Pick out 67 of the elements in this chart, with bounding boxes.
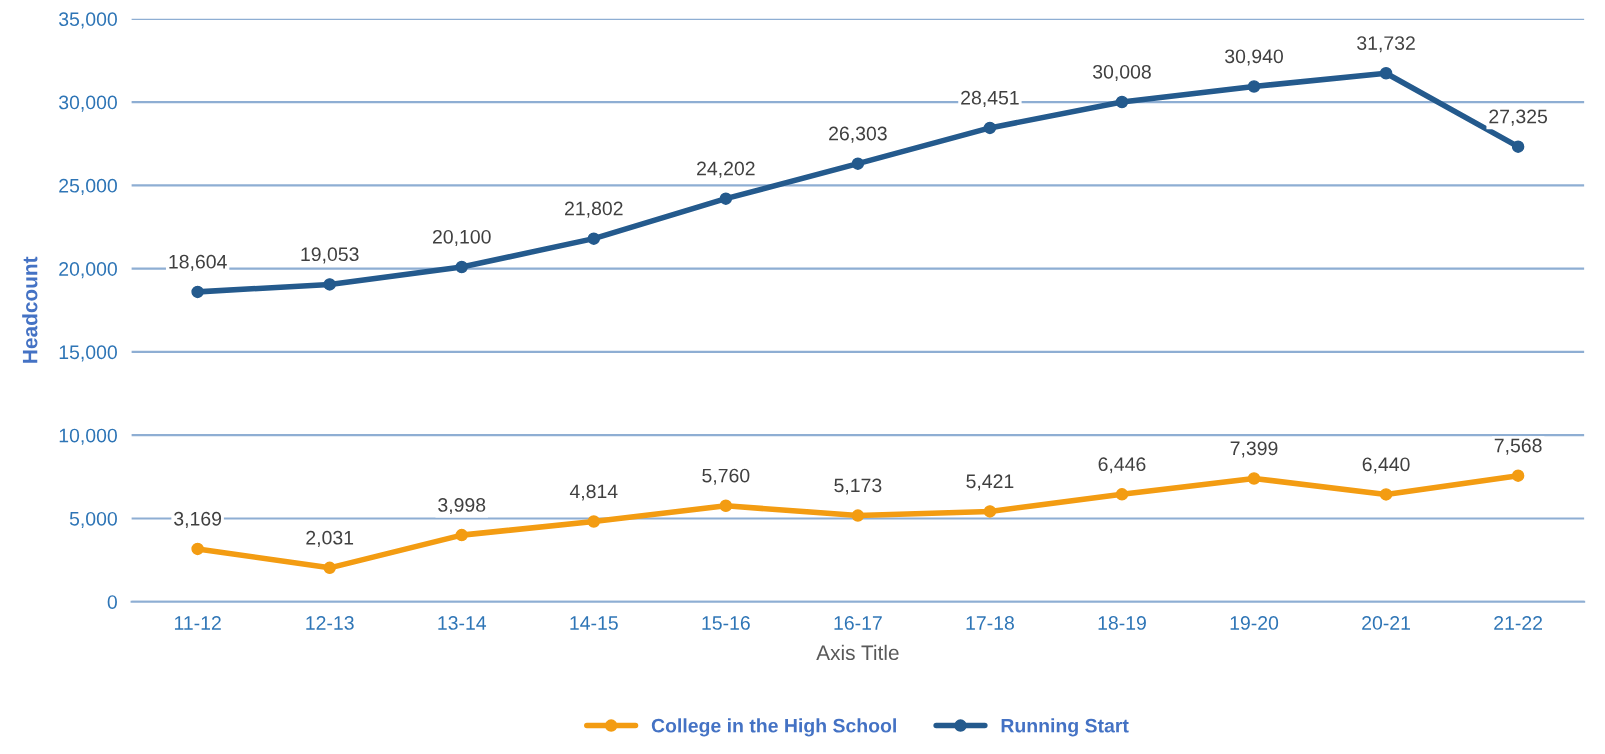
y-tick-label: 15,000 bbox=[59, 345, 117, 362]
data-label: 18,604 bbox=[169, 254, 227, 271]
point bbox=[587, 232, 601, 245]
data-label: 3,169 bbox=[174, 511, 222, 528]
x-tick-label: 13-14 bbox=[438, 616, 487, 630]
point bbox=[1379, 488, 1393, 501]
point bbox=[1379, 67, 1393, 80]
x-tick-label: 20-21 bbox=[1362, 616, 1410, 630]
point bbox=[191, 542, 204, 556]
point bbox=[1115, 488, 1129, 501]
data-label: 5,760 bbox=[702, 468, 750, 485]
point bbox=[455, 260, 468, 274]
x-tick-label: 21-22 bbox=[1494, 616, 1542, 630]
y-tick-label: 35,000 bbox=[59, 12, 117, 29]
data-label: 30,008 bbox=[1092, 64, 1151, 81]
data-label: 28,451 bbox=[961, 90, 1019, 107]
data-label: 30,940 bbox=[1225, 49, 1283, 66]
data-label: 7,568 bbox=[1494, 438, 1542, 455]
y-tick-label: 0 bbox=[107, 595, 117, 609]
data-label: 20,100 bbox=[432, 229, 491, 246]
point bbox=[1115, 95, 1129, 109]
point bbox=[1247, 472, 1261, 485]
y-tick-label: 30,000 bbox=[59, 95, 117, 112]
x-tick-label: 19-20 bbox=[1230, 616, 1279, 630]
point bbox=[851, 157, 865, 170]
x-tick-label: 17-18 bbox=[966, 616, 1014, 630]
data-label: 3,998 bbox=[438, 498, 486, 515]
data-label: 31,732 bbox=[1357, 36, 1415, 53]
data-label: 4,814 bbox=[569, 484, 618, 501]
point bbox=[323, 561, 336, 575]
legend-label: College in the High School bbox=[651, 718, 896, 737]
data-label: 2,031 bbox=[306, 530, 354, 547]
point bbox=[851, 509, 865, 522]
x-tick-label: 15-16 bbox=[702, 616, 750, 630]
point bbox=[719, 499, 733, 513]
x-tick-label: 16-17 bbox=[834, 616, 882, 630]
data-label: 24,202 bbox=[697, 161, 755, 178]
x-tick-label: 14-15 bbox=[570, 616, 618, 630]
point bbox=[191, 285, 204, 299]
y-tick-label: 25,000 bbox=[59, 178, 117, 195]
data-label: 5,173 bbox=[834, 478, 882, 495]
point bbox=[1511, 140, 1525, 153]
data-label: 6,446 bbox=[1098, 457, 1146, 474]
y-tick-label: 20,000 bbox=[59, 262, 117, 279]
point bbox=[1511, 469, 1525, 482]
point bbox=[587, 515, 601, 528]
point bbox=[719, 192, 733, 205]
data-label: 21,802 bbox=[565, 201, 623, 218]
data-label: 26,303 bbox=[829, 126, 887, 143]
data-label: 5,421 bbox=[966, 474, 1014, 491]
x-tick-label: 11-12 bbox=[174, 616, 221, 630]
y-tick-label: 10,000 bbox=[59, 428, 117, 445]
point bbox=[983, 121, 997, 135]
x-tick-label: 12-13 bbox=[306, 616, 354, 630]
data-label: 27,325 bbox=[1489, 109, 1548, 126]
y-tick-label: 5,000 bbox=[69, 511, 117, 528]
x-tick-label: 18-19 bbox=[1098, 616, 1146, 630]
point bbox=[323, 278, 336, 291]
y-axis-title: Headcount bbox=[22, 256, 38, 363]
point bbox=[983, 505, 997, 518]
data-label: 6,440 bbox=[1362, 457, 1410, 474]
point bbox=[1247, 80, 1261, 93]
point bbox=[455, 528, 468, 542]
legend-label: Running Start bbox=[1001, 718, 1129, 737]
data-label: 19,053 bbox=[301, 247, 359, 264]
x-axis-title: Axis Title bbox=[816, 644, 899, 661]
data-label: 7,399 bbox=[1230, 441, 1278, 458]
